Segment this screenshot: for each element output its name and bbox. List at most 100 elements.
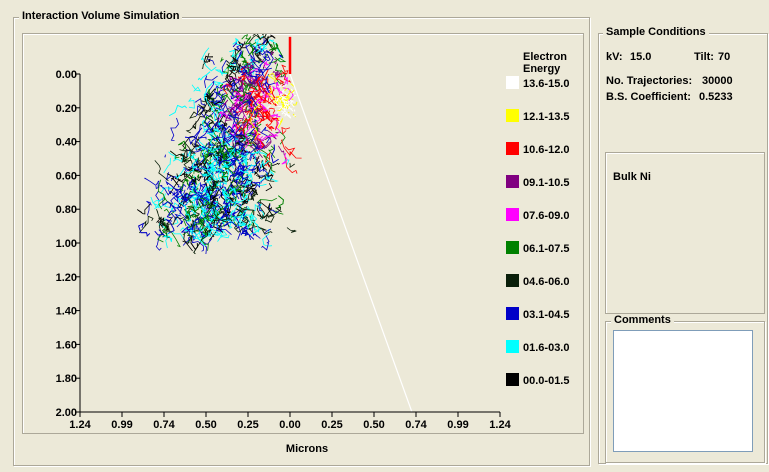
trajectory <box>170 150 187 161</box>
trajectory <box>178 184 184 191</box>
trajectory <box>220 171 229 182</box>
trajectory <box>190 235 198 251</box>
trajectory <box>227 133 241 143</box>
trajectory <box>228 75 239 90</box>
trajectory <box>200 190 214 211</box>
trajectory <box>290 103 295 108</box>
trajectory <box>216 222 223 232</box>
trajectory <box>191 203 198 215</box>
trajectory <box>254 155 260 179</box>
trajectory <box>187 205 197 213</box>
kv-label: kV: <box>606 51 623 63</box>
trajectory <box>178 140 187 151</box>
trajectory <box>202 238 213 255</box>
legend-swatch <box>506 340 519 353</box>
trajectory <box>265 216 275 223</box>
trajectory <box>235 176 241 181</box>
trajectory <box>284 88 288 92</box>
trajectory <box>233 196 245 204</box>
trajectory <box>243 112 253 134</box>
trajectory <box>211 150 225 163</box>
trajectory <box>155 234 162 251</box>
trajectory <box>288 95 290 98</box>
trajectory <box>237 79 244 93</box>
trajectory <box>291 98 294 100</box>
trajectory <box>144 177 160 186</box>
trajectory <box>250 104 261 139</box>
trajectory <box>221 99 229 107</box>
trajectory <box>274 102 279 107</box>
trajectory <box>167 216 184 232</box>
trajectory <box>204 182 216 206</box>
trajectory <box>220 145 231 158</box>
trajectory <box>253 98 263 108</box>
trajectory <box>263 155 276 173</box>
trajectory <box>253 107 260 118</box>
trajectory <box>178 197 192 222</box>
trajectory <box>261 59 269 69</box>
energy-legend: 13.6-15.0 12.1-13.5 10.6-12.0 09.1-10.5 07.6… <box>506 76 569 387</box>
trajectory <box>256 214 270 219</box>
trajectory <box>215 120 223 134</box>
trajectory <box>277 109 281 112</box>
kv-value: 15.0 <box>630 51 652 63</box>
trajectory <box>162 232 173 242</box>
x-tick-label: 1.24 <box>69 419 91 431</box>
trajectory <box>247 193 258 201</box>
sample-surface-line <box>289 73 413 413</box>
trajectory <box>225 167 234 174</box>
trajectory <box>293 101 295 104</box>
trajectory <box>245 136 249 142</box>
trajectory <box>207 184 216 192</box>
trajectory <box>267 126 275 131</box>
trajectory <box>255 76 262 91</box>
trajectory <box>165 219 175 234</box>
trajectory <box>237 134 246 140</box>
comments-field[interactable] <box>613 330 753 452</box>
trajectory <box>268 145 276 159</box>
trajectory <box>218 142 225 158</box>
trajectory <box>159 187 174 195</box>
trajectory <box>292 91 295 94</box>
trajectory <box>281 139 290 156</box>
trajectory <box>157 179 166 210</box>
trajectory <box>226 148 235 162</box>
trajectory <box>146 200 152 216</box>
trajectory <box>218 114 228 127</box>
trajectory <box>228 170 241 180</box>
trajectory <box>194 98 206 106</box>
trajectory <box>240 171 249 180</box>
trajectory <box>273 74 281 95</box>
trajectory <box>222 190 231 198</box>
comments-title: Comments <box>611 314 674 327</box>
trajectory <box>174 213 184 228</box>
trajectory <box>170 117 179 141</box>
trajectory <box>260 159 270 168</box>
trajectory <box>281 90 285 93</box>
trajectory <box>256 197 278 204</box>
x-tick-label: 0.74 <box>405 419 427 431</box>
trajectory <box>275 63 283 78</box>
trajectory <box>284 155 298 174</box>
x-tick-label: 0.25 <box>321 419 342 431</box>
trajectory <box>204 149 211 161</box>
trajectory <box>154 160 169 182</box>
trajectory <box>286 92 291 97</box>
trajectory <box>281 152 288 165</box>
trajectories-value: 30000 <box>702 75 733 87</box>
trajectory <box>265 110 279 123</box>
trajectory <box>240 50 248 64</box>
trajectory <box>236 205 245 217</box>
trajectory <box>222 162 231 168</box>
trajectory <box>278 99 280 103</box>
trajectory <box>266 34 276 48</box>
trajectory <box>144 215 154 227</box>
trajectory <box>188 168 202 173</box>
trajectory <box>215 109 224 118</box>
trajectory <box>210 101 225 118</box>
legend-label: 06.1-07.5 <box>523 243 569 255</box>
trajectory <box>191 84 201 92</box>
trajectory <box>260 227 273 235</box>
axis-ticks: 1.24 0.99 0.74 0.50 0.25 0.00 0.25 0.50 0.74 0.99… <box>56 69 512 431</box>
trajectory <box>136 203 151 215</box>
